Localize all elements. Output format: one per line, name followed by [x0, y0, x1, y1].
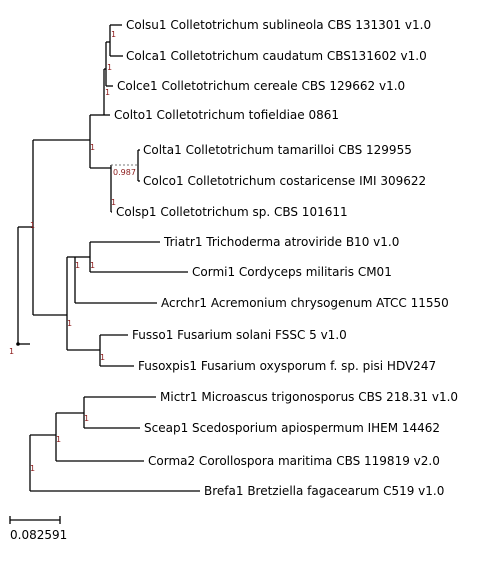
leaf-label-cormi1: Cormi1 Cordyceps militaris CM01: [192, 265, 392, 279]
leaf-label-mictr1: Mictr1 Microascus trigonosporus CBS 218.…: [160, 390, 458, 404]
support-value: 1: [90, 143, 95, 152]
support-value: 0.987: [113, 168, 136, 177]
support-value: 1: [75, 261, 80, 270]
leaf-labels: Colsu1 Colletotrichum sublineola CBS 131…: [114, 18, 458, 498]
support-value: 1: [84, 414, 89, 423]
support-value: 1: [9, 347, 14, 356]
leaf-label-triatr1: Triatr1 Trichoderma atroviride B10 v1.0: [163, 235, 399, 249]
support-value: 1: [56, 435, 61, 444]
support-value: 1: [111, 30, 116, 39]
leaf-label-colsp1: Colsp1 Colletotrichum sp. CBS 101611: [116, 205, 348, 219]
leaf-label-colto1: Colto1 Colletotrichum tofieldiae 0861: [114, 108, 339, 122]
support-value: 1: [90, 261, 95, 270]
leaf-label-acrchr1: Acrchr1 Acremonium chrysogenum ATCC 1155…: [161, 296, 449, 310]
leaf-label-colsu1: Colsu1 Colletotrichum sublineola CBS 131…: [126, 18, 431, 32]
support-value: 1: [111, 198, 116, 207]
leaf-label-fusoxpis1: Fusoxpis1 Fusarium oxysporum f. sp. pisi…: [138, 359, 436, 373]
leaf-label-colca1: Colca1 Colletotrichum caudatum CBS131602…: [126, 49, 427, 63]
leaf-label-colta1: Colta1 Colletotrichum tamarilloi CBS 129…: [143, 143, 412, 157]
support-values: 1 1 1 1 0.987 1 1 1 1 1 1 1 1 1 1: [9, 30, 136, 473]
leaf-label-colco1: Colco1 Colletotrichum costaricense IMI 3…: [143, 174, 426, 188]
support-value: 1: [107, 63, 112, 72]
scale-bar-label: 0.082591: [10, 528, 67, 542]
support-value: 1: [105, 88, 110, 97]
leaf-label-corma2: Corma2 Corollospora maritima CBS 119819 …: [148, 454, 440, 468]
support-value: 1: [30, 464, 35, 473]
support-value: 1: [100, 353, 105, 362]
support-value: 1: [67, 319, 72, 328]
scale-bar: 0.082591: [9, 516, 67, 542]
leaf-label-colce1: Colce1 Colletotrichum cereale CBS 129662…: [117, 79, 405, 93]
leaf-label-fusso1: Fusso1 Fusarium solani FSSC 5 v1.0: [132, 328, 347, 342]
leaf-label-brefa1: Brefa1 Bretziella fagacearum C519 v1.0: [204, 484, 444, 498]
tree-branches: [16, 24, 200, 492]
leaf-label-sceap1: Sceap1 Scedosporium apiospermum IHEM 144…: [144, 421, 440, 435]
support-value: 1: [30, 221, 35, 230]
